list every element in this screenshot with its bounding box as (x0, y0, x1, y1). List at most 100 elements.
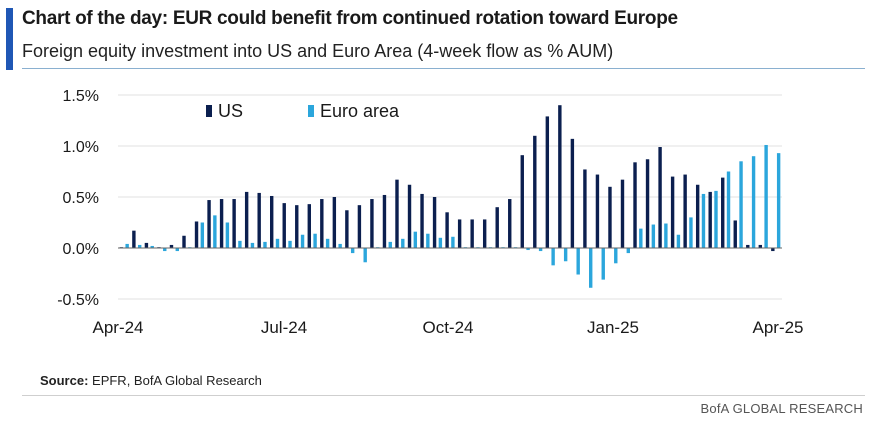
bar-us (708, 191, 712, 248)
bar-us (207, 200, 211, 248)
bar-us (495, 207, 499, 248)
bar-euro-area (563, 248, 568, 262)
footer-divider (22, 395, 865, 396)
bar-us (470, 219, 474, 248)
bar-us (545, 116, 550, 248)
bar-us (270, 195, 274, 248)
bar-euro-area (137, 244, 142, 248)
bar-euro-area (250, 242, 255, 248)
bar-euro-area (601, 248, 605, 280)
bar-euro-area (701, 193, 706, 248)
bar-us (533, 135, 537, 248)
bar-euro-area (714, 190, 718, 248)
bar-us (395, 179, 399, 248)
bar-us (232, 199, 236, 248)
x-tick-label: Oct-24 (422, 318, 473, 337)
chart-subtitle: Foreign equity investment into US and Eu… (22, 41, 614, 61)
bar-euro-area (275, 238, 280, 248)
bar-euro-area (263, 241, 267, 248)
bar-euro-area (238, 240, 242, 248)
bar-us (620, 179, 625, 248)
bar-us (144, 242, 149, 248)
bar-euro-area (175, 248, 179, 252)
bar-euro-area (651, 224, 656, 248)
bar-us (420, 193, 424, 248)
x-tick-label: Jan-25 (587, 318, 639, 337)
bar-us (182, 235, 186, 248)
bar-us (683, 174, 687, 248)
bar-us (520, 155, 524, 248)
bar-us (758, 244, 763, 248)
bar-euro-area (338, 243, 342, 248)
bar-chart: -0.5% 0.0% 0.5% 1.0% 1.5% Apr-24 Jul-24 Oct-24 J… (57, 88, 803, 337)
bar-euro-area (213, 215, 217, 248)
bar-us (482, 219, 487, 248)
bar-us (608, 186, 612, 248)
bar-euro-area (313, 233, 317, 248)
bar-us (721, 177, 725, 248)
bar-us (320, 199, 324, 248)
bar-euro-area (288, 240, 292, 248)
bar-euro-area (726, 171, 731, 248)
source-note: Source: EPFR, BofA Global Research (40, 373, 262, 388)
x-tick-label: Jul-24 (261, 318, 307, 337)
bar-us (307, 204, 311, 248)
bar-euro-area (438, 237, 443, 248)
bar-us (570, 138, 575, 248)
y-tick-label: 0.5% (63, 190, 99, 207)
bar-us (658, 147, 662, 248)
header-divider (22, 68, 865, 69)
chart-title: Chart of the day: EUR could benefit from… (22, 8, 678, 29)
bar-us (583, 169, 587, 248)
bar-us (595, 174, 600, 248)
y-tick-label: 1.0% (63, 139, 99, 156)
bar-euro-area (363, 248, 367, 263)
bar-us (733, 220, 737, 248)
bar-euro-area (225, 222, 230, 248)
bar-euro-area (764, 144, 768, 248)
y-tick-label: 1.5% (63, 88, 99, 105)
bar-us (357, 205, 362, 248)
bar-euro-area (350, 248, 355, 254)
bar-euro-area (639, 228, 643, 248)
bar-us (432, 197, 437, 248)
bar-us (295, 205, 299, 248)
bar-euro-area (751, 156, 756, 248)
bar-euro-area (325, 238, 330, 248)
bar-us (771, 248, 775, 252)
bar-euro-area (676, 234, 681, 248)
bar-us (633, 162, 637, 248)
bar-us (257, 192, 261, 248)
bar-us (558, 105, 562, 248)
bar-euro-area (163, 248, 167, 252)
bar-us (645, 159, 650, 248)
bar-us (695, 184, 700, 248)
legend-label: US (218, 101, 243, 121)
bar-us (457, 219, 462, 248)
bar-us (282, 203, 286, 248)
bar-euro-area (388, 241, 392, 248)
legend-swatch (308, 105, 314, 117)
bar-euro-area (426, 233, 430, 248)
y-tick-label: -0.5% (57, 292, 99, 309)
bar-euro-area (739, 161, 743, 248)
bar-euro-area (300, 234, 305, 248)
footer-brand: BofA GLOBAL RESEARCH (700, 401, 863, 416)
bar-us (407, 184, 412, 248)
bar-us (508, 199, 512, 248)
bar-us (345, 210, 349, 248)
bar-euro-area (614, 248, 618, 264)
x-tick-label: Apr-25 (752, 318, 803, 337)
bar-euro-area (576, 248, 580, 275)
bar-euro-area (538, 248, 543, 252)
bar-euro-area (413, 231, 418, 248)
accent-bar (6, 8, 13, 70)
bar-us (445, 212, 449, 248)
bar-us (370, 199, 374, 248)
bar-us (382, 194, 387, 248)
legend-swatch (206, 105, 212, 117)
bar-us (332, 197, 337, 248)
bar-us (194, 221, 199, 248)
bar-euro-area (200, 222, 205, 248)
legend-label: Euro area (320, 101, 400, 121)
